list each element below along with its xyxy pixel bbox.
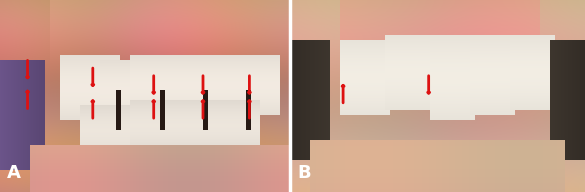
Text: B: B <box>297 164 311 182</box>
Text: A: A <box>7 164 21 182</box>
